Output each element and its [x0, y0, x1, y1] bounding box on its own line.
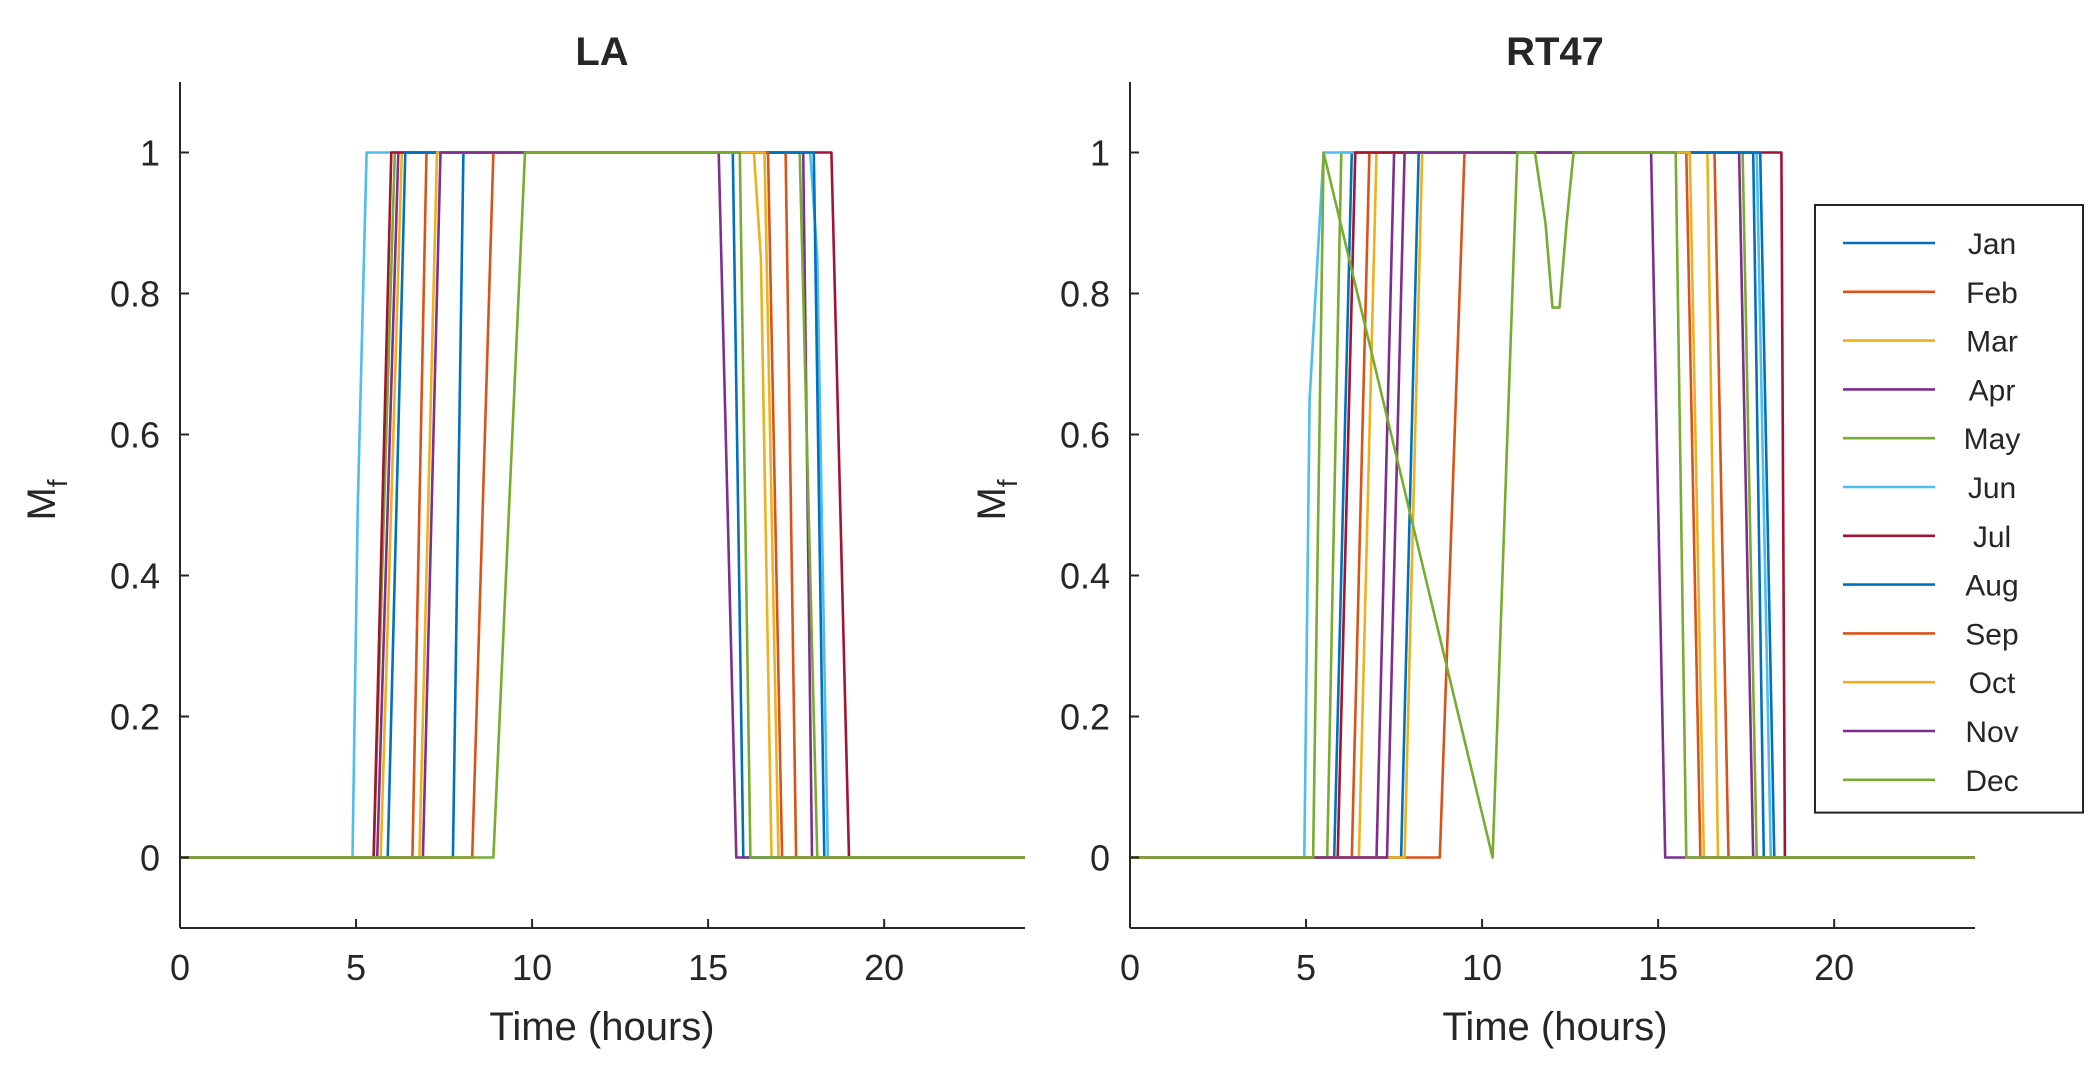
legend-label: Aug: [1965, 570, 2018, 603]
x-tick-label: 10: [1462, 947, 1502, 988]
legend-label: Jun: [1968, 472, 2016, 505]
y-axis-label: Mf: [20, 479, 73, 520]
svg-text:Mf: Mf: [970, 479, 1023, 520]
y-tick-label: 0.6: [1060, 415, 1110, 456]
legend-label: Mar: [1966, 326, 2018, 359]
svg-text:Mf: Mf: [20, 479, 73, 520]
legend-label: Jan: [1968, 228, 2016, 261]
x-axis-label: Time (hours): [489, 1005, 714, 1049]
y-tick-label: 0.4: [1060, 556, 1110, 597]
x-tick-label: 15: [688, 947, 728, 988]
chart-rt47: RT47 Time (hours) Mf 0 5 10 15 2000.20.40.60…: [970, 30, 1975, 1049]
y-axis-label-subscript: f: [992, 479, 1023, 487]
axes-content: 0 5 10 15 20 0 0.2 0.4 0.6 0.8 1: [110, 82, 1025, 988]
y-axis-label-subscript: f: [42, 479, 73, 487]
series-lines: [180, 151, 1025, 859]
legend-label: Feb: [1966, 277, 2018, 310]
legend-label: Dec: [1965, 765, 2018, 798]
y-tick-label: 1: [140, 133, 160, 174]
legend-label: Apr: [1969, 374, 2016, 407]
legend-box: [1814, 204, 2084, 814]
axes-content: 0 5 10 15 20 0 0.2 0.4 0.6 0.8 1: [1060, 82, 1975, 988]
legend-label: Jul: [1973, 521, 2011, 554]
x-tick-label: 5: [346, 947, 366, 988]
chart-title: RT47: [1506, 30, 1604, 74]
series-line-dec: [1130, 151, 1975, 859]
y-axis-label: Mf: [970, 479, 1023, 520]
x-tick-label: 5: [1296, 947, 1316, 988]
series-lines: [1130, 151, 1975, 859]
chart-la: LA Time (hours) Mf 0 5 10 15 20 0 0.2 0.4 0.6 0.8…: [20, 30, 1025, 1049]
y-axis-label-main: M: [970, 487, 1014, 520]
y-tick-label: 0.8: [1060, 274, 1110, 315]
y-tick-label: 0.8: [110, 274, 160, 315]
y-tick-label: 0.6: [110, 415, 160, 456]
series-line-dec: [180, 151, 1025, 859]
y-tick-label: 0.2: [110, 697, 160, 738]
legend-label: Nov: [1965, 716, 2018, 749]
y-tick-label: 0.4: [110, 556, 160, 597]
x-tick-label: 15: [1638, 947, 1678, 988]
x-tick-label: 0: [1120, 947, 1140, 988]
chart-title: LA: [575, 30, 628, 74]
legend-label: Sep: [1965, 618, 2018, 651]
x-tick-label: 20: [864, 947, 904, 988]
y-axis-label-main: M: [20, 487, 64, 520]
y-tick-label: 0: [140, 838, 160, 879]
y-tick-label: 0.2: [1060, 697, 1110, 738]
legend: Jan Feb Mar Apr May Jun Jul Aug Sep Oct Nov Dec: [1814, 204, 2084, 814]
legend-label: May: [1964, 423, 2021, 456]
legend-label: Oct: [1969, 667, 2016, 700]
x-tick-label: 0: [170, 947, 190, 988]
y-tick-label: 1: [1090, 133, 1110, 174]
x-tick-label: 20: [1814, 947, 1854, 988]
x-tick-label: 10: [512, 947, 552, 988]
x-axis-label: Time (hours): [1442, 1005, 1667, 1049]
y-tick-label: 0: [1090, 838, 1110, 879]
